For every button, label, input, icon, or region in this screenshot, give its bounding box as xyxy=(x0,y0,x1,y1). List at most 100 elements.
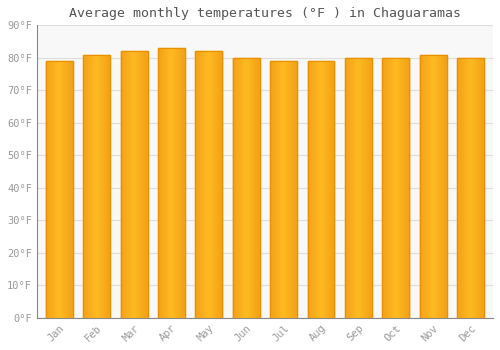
Bar xyxy=(274,61,275,318)
Bar xyxy=(251,58,252,318)
Bar xyxy=(442,55,444,318)
Bar xyxy=(361,58,362,318)
Bar xyxy=(309,61,310,318)
Bar xyxy=(316,61,317,318)
Bar xyxy=(356,58,357,318)
Bar xyxy=(355,58,356,318)
Bar xyxy=(158,48,160,318)
Bar xyxy=(457,58,484,318)
Bar xyxy=(120,51,148,318)
Bar xyxy=(391,58,392,318)
Bar xyxy=(181,48,182,318)
Bar xyxy=(393,58,394,318)
Bar xyxy=(430,55,431,318)
Bar xyxy=(311,61,312,318)
Bar xyxy=(463,58,464,318)
Bar xyxy=(130,51,132,318)
Bar xyxy=(321,61,322,318)
Bar xyxy=(168,48,170,318)
Bar xyxy=(172,48,173,318)
Bar xyxy=(128,51,130,318)
Bar xyxy=(436,55,438,318)
Bar xyxy=(179,48,180,318)
Bar xyxy=(164,48,166,318)
Bar xyxy=(147,51,148,318)
Bar xyxy=(138,51,139,318)
Bar xyxy=(396,58,397,318)
Bar xyxy=(124,51,126,318)
Bar xyxy=(139,51,140,318)
Bar xyxy=(57,61,58,318)
Bar xyxy=(435,55,436,318)
Bar xyxy=(96,55,98,318)
Bar xyxy=(333,61,334,318)
Bar xyxy=(278,61,279,318)
Bar xyxy=(237,58,238,318)
Bar xyxy=(174,48,175,318)
Bar xyxy=(236,58,237,318)
Bar xyxy=(250,58,251,318)
Bar xyxy=(140,51,141,318)
Bar xyxy=(85,55,86,318)
Bar xyxy=(431,55,432,318)
Bar xyxy=(182,48,183,318)
Bar xyxy=(247,58,248,318)
Bar xyxy=(408,58,410,318)
Bar xyxy=(370,58,371,318)
Bar xyxy=(102,55,104,318)
Bar xyxy=(132,51,134,318)
Bar xyxy=(480,58,482,318)
Bar xyxy=(160,48,162,318)
Bar xyxy=(201,51,202,318)
Bar xyxy=(196,51,222,318)
Bar xyxy=(241,58,242,318)
Bar xyxy=(55,61,56,318)
Bar xyxy=(397,58,398,318)
Bar xyxy=(324,61,325,318)
Bar xyxy=(215,51,216,318)
Bar xyxy=(465,58,466,318)
Bar xyxy=(290,61,291,318)
Bar xyxy=(83,55,110,318)
Bar xyxy=(270,61,271,318)
Bar xyxy=(422,55,423,318)
Bar xyxy=(220,51,221,318)
Bar xyxy=(482,58,484,318)
Bar xyxy=(221,51,222,318)
Bar xyxy=(400,58,401,318)
Bar xyxy=(206,51,207,318)
Bar xyxy=(235,58,236,318)
Bar xyxy=(403,58,404,318)
Bar xyxy=(218,51,219,318)
Bar xyxy=(345,58,372,318)
Bar xyxy=(246,58,247,318)
Bar xyxy=(54,61,55,318)
Bar xyxy=(329,61,330,318)
Bar xyxy=(474,58,476,318)
Bar xyxy=(94,55,96,318)
Bar xyxy=(244,58,245,318)
Bar xyxy=(308,61,334,318)
Bar xyxy=(121,51,122,318)
Bar xyxy=(289,61,290,318)
Bar xyxy=(365,58,366,318)
Bar xyxy=(51,61,52,318)
Bar xyxy=(478,58,480,318)
Bar xyxy=(249,58,250,318)
Bar xyxy=(459,58,460,318)
Bar xyxy=(68,61,70,318)
Bar xyxy=(136,51,138,318)
Bar xyxy=(46,61,47,318)
Bar xyxy=(292,61,293,318)
Bar xyxy=(257,58,258,318)
Bar xyxy=(175,48,176,318)
Bar xyxy=(346,58,347,318)
Bar xyxy=(318,61,319,318)
Bar xyxy=(276,61,277,318)
Bar xyxy=(331,61,332,318)
Bar xyxy=(308,61,334,318)
Bar xyxy=(432,55,433,318)
Bar xyxy=(320,61,321,318)
Bar xyxy=(351,58,352,318)
Bar xyxy=(86,55,87,318)
